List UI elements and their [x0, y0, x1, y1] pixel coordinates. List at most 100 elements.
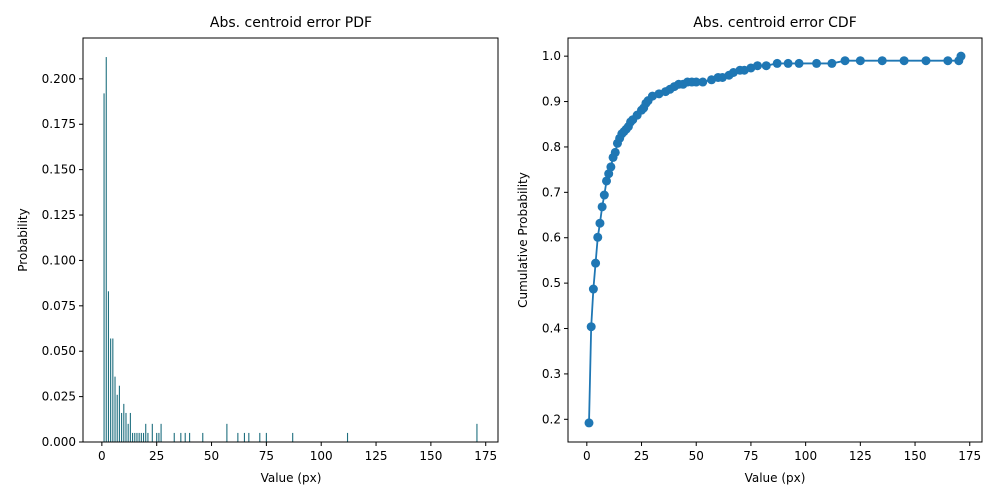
pdf-bar	[112, 338, 114, 442]
pdf-bars	[103, 57, 478, 443]
cdf-point	[840, 56, 850, 66]
cdf-x-tick-label: 125	[849, 449, 872, 463]
cdf-point	[691, 77, 701, 87]
pdf-axes-frame	[82, 37, 499, 443]
pdf-bar	[140, 432, 142, 442]
pdf-bar	[103, 93, 105, 443]
pdf-bar	[184, 432, 186, 442]
cdf-point	[604, 169, 614, 179]
cdf-point	[921, 56, 931, 66]
pdf-bar	[116, 394, 118, 442]
cdf-point	[602, 176, 612, 186]
cdf-point	[595, 218, 605, 228]
cdf-y-tick-label: 0.7	[542, 185, 561, 199]
cdf-point	[783, 58, 793, 68]
cdf-point	[855, 56, 865, 66]
pdf-bar	[202, 432, 204, 442]
pdf-title: Abs. centroid error PDF	[210, 15, 372, 31]
cdf-y-ticks: 0.2 0.3 0.4 0.5 0.6 0.7 0.8 0.9 1.0	[542, 49, 568, 426]
cdf-point	[877, 56, 887, 66]
pdf-bar	[156, 432, 158, 442]
cdf-point	[591, 258, 601, 268]
pdf-bar	[107, 291, 109, 442]
pdf-bar	[121, 412, 123, 442]
cdf-point	[599, 190, 609, 200]
pdf-bar	[259, 432, 261, 442]
pdf-bar	[346, 432, 349, 442]
cdf-y-tick-label: 0.3	[542, 367, 561, 381]
pdf-y-tick-label: 0.100	[42, 253, 76, 267]
pdf-bar	[136, 432, 138, 442]
pdf-bar	[292, 432, 294, 442]
cdf-x-tick-label: 0	[583, 449, 591, 463]
pdf-x-axis-label: Value (px)	[261, 471, 322, 485]
pdf-bar	[160, 423, 162, 442]
pdf-bar	[132, 432, 134, 442]
cdf-point	[588, 284, 598, 294]
pdf-y-axis-label: Probability	[16, 208, 30, 271]
cdf-point	[943, 56, 953, 66]
cdf-point	[794, 58, 804, 68]
pdf-bar	[248, 432, 250, 442]
cdf-point	[597, 202, 607, 212]
pdf-bar	[265, 432, 267, 442]
pdf-bar	[105, 57, 107, 442]
pdf-x-tick-label: 75	[259, 449, 274, 463]
cdf-point	[698, 77, 708, 87]
pdf-x-tick-label: 50	[204, 449, 219, 463]
pdf-bar	[125, 412, 127, 442]
cdf-point	[584, 418, 594, 428]
pdf-bar	[145, 423, 147, 442]
pdf-bar	[129, 412, 131, 442]
pdf-y-tick-label: 0.000	[42, 435, 76, 449]
pdf-bar	[138, 432, 140, 442]
cdf-y-tick-label: 0.6	[542, 231, 561, 245]
cdf-x-tick-label: 25	[634, 449, 649, 463]
pdf-y-tick-label: 0.125	[42, 208, 76, 222]
pdf-bar	[476, 423, 478, 442]
pdf-bar	[189, 432, 191, 442]
pdf-y-tick-label: 0.025	[42, 390, 76, 404]
pdf-x-tick-label: 25	[149, 449, 164, 463]
cdf-x-tick-label: 75	[743, 449, 758, 463]
cdf-point	[827, 58, 837, 68]
pdf-bar	[243, 432, 245, 442]
cdf-y-tick-label: 0.8	[542, 140, 561, 154]
pdf-y-tick-label: 0.050	[42, 344, 76, 358]
cdf-point	[956, 51, 966, 61]
cdf-x-tick-label: 50	[689, 449, 704, 463]
pdf-bar	[173, 432, 175, 442]
pdf-y-ticks: 0.000 0.025 0.050 0.075 0.100 0.125 0.150 0.175…	[42, 72, 83, 449]
pdf-bar	[110, 338, 112, 442]
pdf-bar	[226, 423, 228, 442]
pdf-x-tick-label: 0	[98, 449, 106, 463]
pdf-y-tick-label: 0.175	[42, 117, 76, 131]
cdf-x-tick-label: 150	[904, 449, 927, 463]
pdf-y-tick-label: 0.200	[42, 72, 76, 86]
pdf-y-tick-label: 0.150	[42, 163, 76, 177]
pdf-bar	[237, 432, 239, 442]
cdf-point	[812, 58, 822, 68]
cdf-y-tick-label: 0.2	[542, 412, 561, 426]
cdf-point	[899, 56, 909, 66]
cdf-y-tick-label: 0.9	[542, 95, 561, 109]
pdf-x-tick-label: 150	[419, 449, 442, 463]
cdf-point	[752, 61, 762, 71]
cdf-x-axis-label: Value (px)	[745, 471, 806, 485]
cdf-point	[593, 232, 603, 242]
cdf-title: Abs. centroid error CDF	[693, 15, 857, 31]
cdf-point	[586, 322, 596, 332]
cdf-point	[610, 147, 620, 157]
cdf-y-axis-label: Cumulative Probability	[516, 172, 530, 308]
cdf-panel: Abs. centroid error CDF 0 25 50 75 100 125 150…	[516, 15, 983, 485]
pdf-y-tick-label: 0.075	[42, 299, 76, 313]
pdf-x-tick-label: 175	[474, 449, 497, 463]
pdf-bar	[147, 432, 149, 442]
cdf-series	[584, 51, 966, 428]
pdf-bar	[134, 432, 136, 442]
cdf-point	[772, 58, 782, 68]
pdf-bar	[127, 423, 129, 442]
cdf-x-tick-label: 175	[958, 449, 981, 463]
pdf-panel: Abs. centroid error PDF 0 25 50 75 100 125 150…	[16, 15, 499, 485]
